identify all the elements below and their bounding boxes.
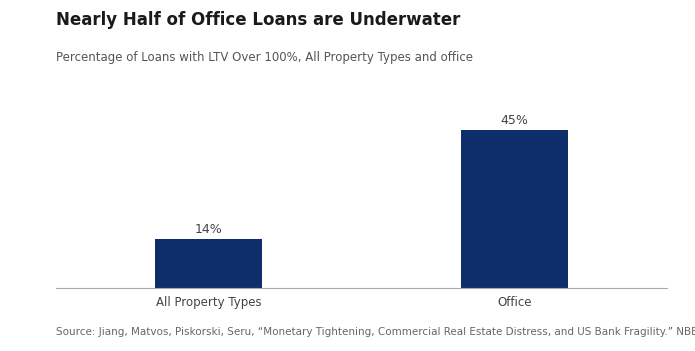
Text: Source: Jiang, Matvos, Piskorski, Seru, “Monetary Tightening, Commercial Real Es: Source: Jiang, Matvos, Piskorski, Seru, … xyxy=(56,327,695,337)
Text: Nearly Half of Office Loans are Underwater: Nearly Half of Office Loans are Underwat… xyxy=(56,11,460,28)
Bar xyxy=(155,239,262,288)
Bar xyxy=(461,130,568,288)
Text: Percentage of Loans with LTV Over 100%, All Property Types and office: Percentage of Loans with LTV Over 100%, … xyxy=(56,51,473,64)
Text: 45%: 45% xyxy=(500,114,528,127)
Text: 14%: 14% xyxy=(195,223,222,236)
